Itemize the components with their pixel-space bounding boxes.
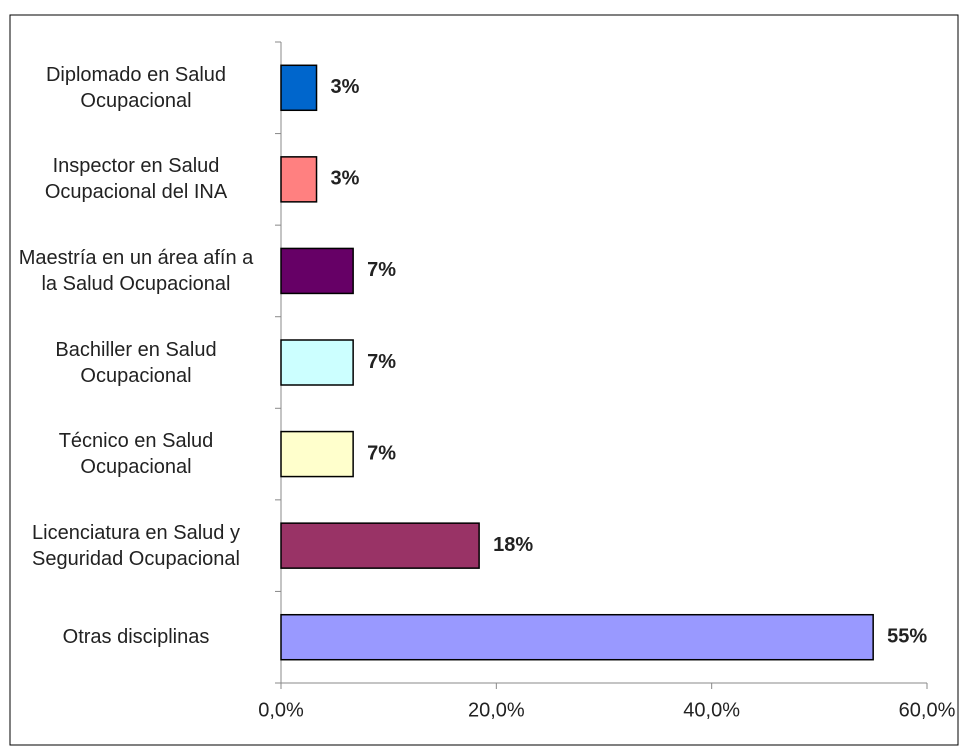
x-tick-label: 40,0% [683, 699, 740, 721]
bar [280, 156, 318, 203]
data-label: 55% [887, 625, 927, 647]
data-label: 7% [367, 351, 396, 373]
chart-border [9, 14, 959, 746]
category-label: Bachiller en Salud Ocupacional [55, 338, 217, 387]
data-label: 7% [367, 442, 396, 464]
x-tick-label: 20,0% [468, 699, 525, 721]
bar [280, 613, 874, 661]
data-label: 3% [331, 76, 360, 98]
data-label: 18% [493, 534, 533, 556]
category-label: Inspector en Salud Ocupacional del INA [44, 155, 228, 204]
data-label: 7% [367, 259, 396, 281]
bar [280, 64, 318, 112]
x-tick-label: 60,0% [899, 699, 956, 721]
x-tick-label: 0,0% [258, 699, 304, 721]
category-label: Maestría en un área afín a la Salud Ocup… [18, 246, 254, 295]
category-label: Técnico en Salud Ocupacional [58, 430, 214, 479]
bar [280, 430, 354, 478]
bar [280, 247, 354, 295]
bar [280, 339, 354, 386]
category-label: Otras disciplinas [62, 626, 210, 649]
category-label: Licenciatura en Salud y Seguridad Ocupac… [32, 521, 240, 570]
data-label: 3% [331, 168, 360, 190]
bar [280, 522, 480, 569]
category-label: Diplomado en Salud Ocupacional [45, 63, 227, 112]
